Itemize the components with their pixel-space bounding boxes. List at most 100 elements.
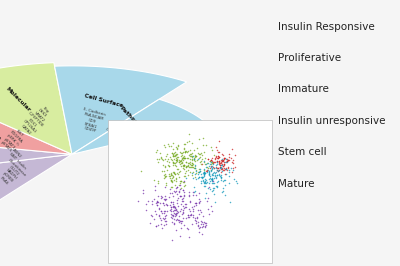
Point <box>162 175 168 180</box>
Point <box>208 203 214 208</box>
Point <box>183 160 190 164</box>
Point <box>218 163 224 167</box>
Point <box>181 174 187 178</box>
Point <box>200 159 207 163</box>
Point <box>182 174 189 178</box>
Point <box>214 154 221 158</box>
Point <box>169 173 176 177</box>
Point <box>188 212 194 216</box>
Point <box>180 188 186 192</box>
Point <box>178 219 184 223</box>
Point <box>206 212 212 216</box>
Point <box>158 196 164 200</box>
Point <box>165 142 171 146</box>
Point <box>220 162 227 166</box>
Point <box>204 199 210 203</box>
Point <box>199 174 206 179</box>
Point <box>148 214 155 218</box>
Point <box>216 161 222 165</box>
Point <box>207 179 213 184</box>
Point <box>218 175 224 179</box>
Point <box>158 217 164 222</box>
Point <box>200 171 206 175</box>
Polygon shape <box>0 63 72 154</box>
Point <box>155 223 162 227</box>
Point <box>194 151 201 155</box>
Point <box>212 173 218 178</box>
Point <box>223 172 229 176</box>
Point <box>170 160 176 164</box>
Point <box>163 173 169 178</box>
Point <box>213 185 220 189</box>
Text: Stem cell: Stem cell <box>278 147 327 157</box>
Point <box>200 167 207 171</box>
Point <box>182 142 189 146</box>
Point <box>183 160 190 164</box>
Point <box>176 183 182 187</box>
Point <box>186 161 192 165</box>
Point <box>168 212 174 217</box>
Point <box>193 221 199 225</box>
Point <box>172 205 178 209</box>
Point <box>210 192 217 197</box>
Point <box>193 168 199 172</box>
Point <box>160 201 166 206</box>
Point <box>214 168 220 172</box>
Point <box>201 181 207 185</box>
Point <box>173 211 180 215</box>
Point <box>196 175 202 180</box>
Point <box>177 194 183 198</box>
Point <box>164 159 170 163</box>
Point <box>189 141 195 146</box>
Point <box>179 153 185 157</box>
Text: Cell Surface: Cell Surface <box>84 93 124 108</box>
Point <box>158 209 164 213</box>
Point <box>186 132 192 136</box>
Point <box>187 200 193 205</box>
Point <box>161 197 167 201</box>
Point <box>187 157 193 161</box>
Point <box>151 217 157 221</box>
Point <box>181 180 187 184</box>
Point <box>169 179 175 184</box>
Point <box>162 209 168 214</box>
Point <box>202 181 208 185</box>
Point <box>214 168 220 172</box>
Point <box>182 150 188 154</box>
Point <box>200 219 207 224</box>
Point <box>196 155 203 159</box>
Point <box>152 149 159 154</box>
Point <box>190 170 196 174</box>
Point <box>162 198 168 202</box>
Point <box>230 158 236 162</box>
Point <box>184 226 190 230</box>
Point <box>220 168 226 172</box>
Point <box>226 169 232 174</box>
Point <box>168 205 174 209</box>
Point <box>196 170 202 174</box>
Point <box>178 161 185 165</box>
Point <box>164 202 170 207</box>
Point <box>170 203 176 208</box>
Point <box>215 168 222 173</box>
Point <box>168 178 174 182</box>
Point <box>186 190 192 195</box>
Point <box>202 225 208 229</box>
Point <box>196 156 202 160</box>
Point <box>201 172 207 176</box>
Point <box>193 177 199 181</box>
Point <box>180 156 187 160</box>
Point <box>159 168 166 173</box>
Point <box>214 180 220 184</box>
Point <box>192 200 199 205</box>
Point <box>205 186 211 190</box>
Point <box>210 171 216 176</box>
Point <box>205 157 211 161</box>
Point <box>219 152 225 156</box>
Point <box>206 170 212 174</box>
Point <box>209 209 215 213</box>
Point <box>185 215 191 219</box>
Point <box>197 161 204 166</box>
Point <box>180 190 187 194</box>
Point <box>162 214 168 218</box>
